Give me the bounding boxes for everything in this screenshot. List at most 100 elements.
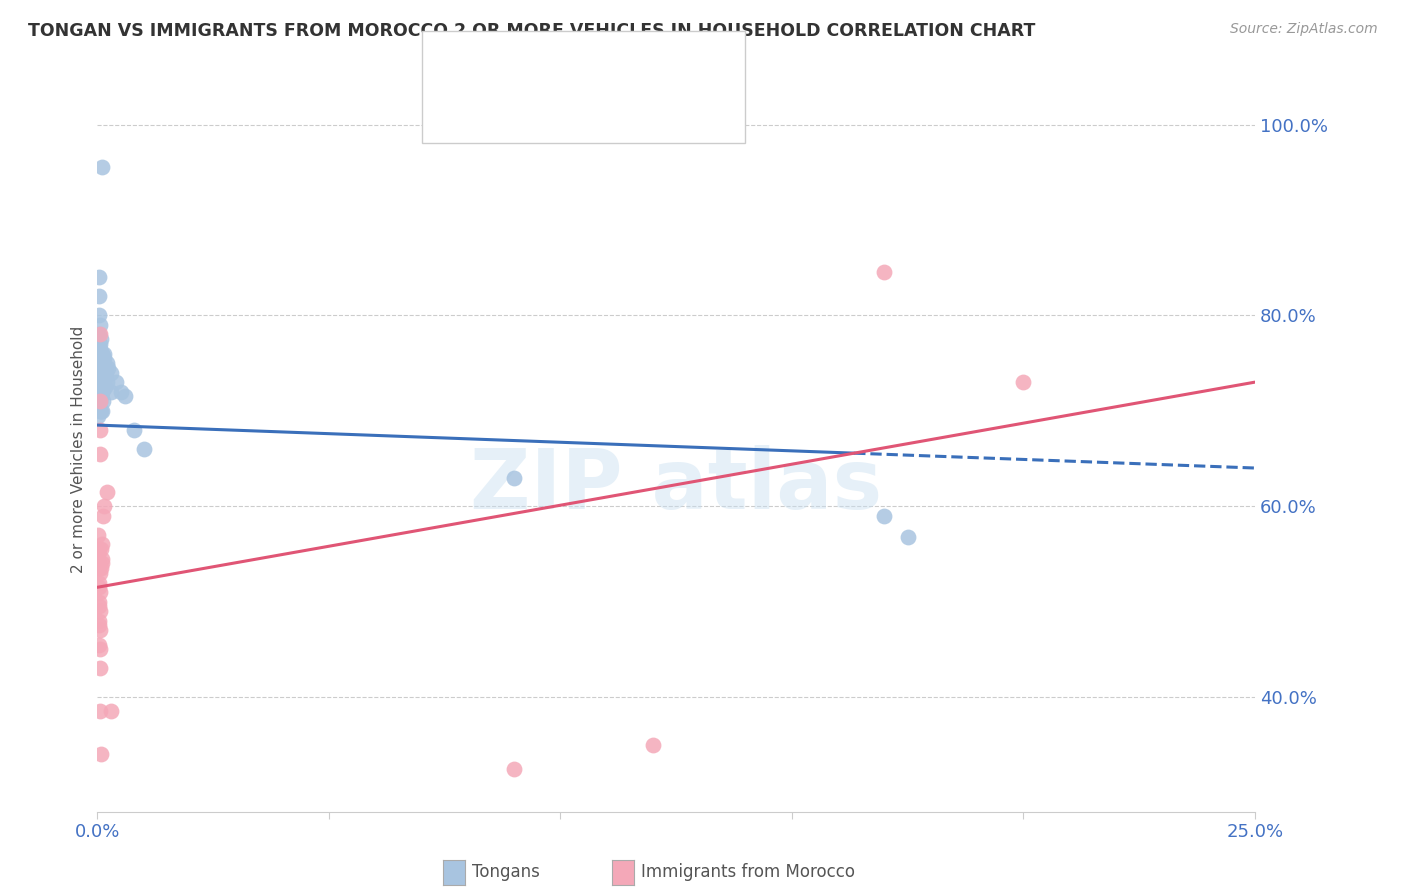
Y-axis label: 2 or more Vehicles in Household: 2 or more Vehicles in Household [72, 326, 86, 573]
Point [100, 704, 122, 718]
Text: Source: ZipAtlas.com: Source: ZipAtlas.com [1230, 22, 1378, 37]
Point [91, 394, 114, 409]
Point [87, 380, 110, 394]
Point [87, 409, 110, 423]
Point [90, 346, 112, 360]
Point [96, 356, 118, 370]
Point [89, 318, 111, 332]
Point [89, 394, 111, 409]
Point [90, 542, 112, 557]
Text: Immigrants from Morocco: Immigrants from Morocco [641, 863, 855, 881]
Point [87, 270, 110, 285]
Point [90, 384, 112, 399]
Text: Tongans: Tongans [472, 863, 540, 881]
Point [90, 346, 112, 360]
Point [94, 360, 117, 375]
Point [87, 599, 110, 614]
Point [1012, 375, 1035, 389]
Point [89, 423, 111, 437]
Point [90, 370, 112, 384]
Point [91, 161, 114, 175]
Point [90, 404, 112, 418]
Point [503, 470, 526, 484]
Point [90, 366, 112, 380]
Point [100, 384, 122, 399]
Point [91, 346, 114, 360]
Point [89, 384, 111, 399]
Point [124, 423, 146, 437]
Point [87, 309, 110, 323]
Point [93, 366, 115, 380]
Point [89, 575, 111, 590]
Point [90, 389, 112, 403]
Point [114, 389, 136, 403]
Point [100, 366, 122, 380]
Point [89, 642, 111, 657]
Point [89, 557, 111, 571]
Point [87, 638, 110, 652]
Point [91, 557, 114, 571]
Point [110, 384, 132, 399]
Point [873, 508, 896, 523]
Point [90, 561, 112, 575]
Point [94, 366, 117, 380]
Point [93, 499, 115, 513]
Point [87, 547, 110, 561]
Point [89, 447, 111, 461]
Point [89, 356, 111, 370]
Point [87, 580, 110, 594]
Point [87, 561, 110, 575]
Point [897, 530, 920, 544]
Point [89, 337, 111, 351]
Point [87, 346, 110, 360]
Point [87, 528, 110, 542]
Point [89, 351, 111, 366]
Point [89, 289, 111, 303]
Point [91, 366, 114, 380]
Point [90, 332, 112, 346]
Point [89, 594, 111, 608]
Point [90, 551, 112, 566]
Point [96, 360, 118, 375]
Point [90, 747, 112, 762]
Point [89, 404, 111, 418]
Point [89, 327, 111, 342]
Point [89, 375, 111, 389]
Point [91, 404, 114, 418]
Point [91, 384, 114, 399]
Point [94, 380, 117, 394]
Point [93, 346, 115, 360]
Point [91, 508, 114, 523]
Point [873, 265, 896, 279]
Point [96, 375, 118, 389]
Point [93, 370, 115, 384]
Point [89, 327, 111, 342]
Point [96, 484, 118, 499]
Point [91, 375, 114, 389]
Point [89, 704, 111, 718]
Point [503, 762, 526, 776]
Text: R =  0.191   N = 37: R = 0.191 N = 37 [471, 103, 678, 120]
Point [91, 356, 114, 370]
Point [90, 351, 112, 366]
Point [87, 618, 110, 632]
Point [89, 566, 111, 580]
Point [90, 366, 112, 380]
Point [89, 394, 111, 409]
Point [90, 384, 112, 399]
Point [89, 624, 111, 638]
Text: TONGAN VS IMMIGRANTS FROM MOROCCO 2 OR MORE VEHICLES IN HOUSEHOLD CORRELATION CH: TONGAN VS IMMIGRANTS FROM MOROCCO 2 OR M… [28, 22, 1035, 40]
Point [89, 585, 111, 599]
Point [89, 661, 111, 675]
Text: R = -0.133   N = 57: R = -0.133 N = 57 [471, 61, 678, 78]
Point [93, 351, 115, 366]
Point [89, 360, 111, 375]
Point [89, 604, 111, 618]
Point [641, 738, 664, 752]
Point [91, 537, 114, 551]
Text: ZIP atlas: ZIP atlas [470, 445, 882, 525]
Point [132, 442, 155, 456]
Point [89, 375, 111, 389]
Point [104, 375, 127, 389]
Point [87, 542, 110, 557]
